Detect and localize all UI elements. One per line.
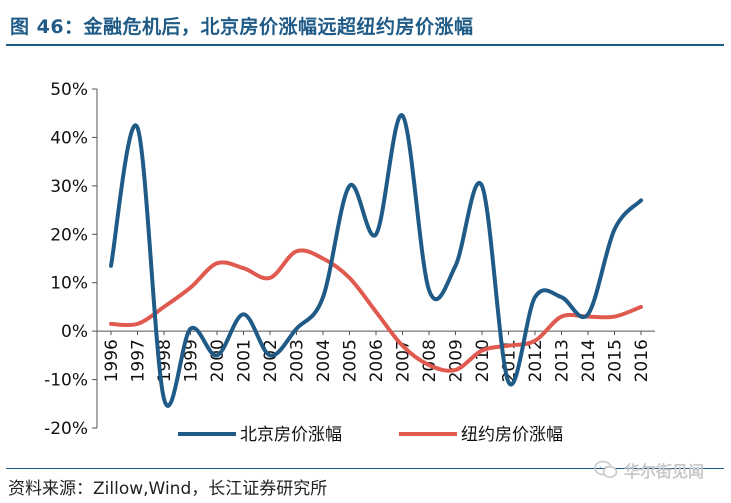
x-tick-label: 2013 <box>553 339 573 382</box>
y-tick-label: 20% <box>50 225 88 245</box>
x-tick-label: 1996 <box>102 339 122 382</box>
x-tick-label: 2006 <box>367 339 387 382</box>
watermark: 华尔街见闻 <box>594 458 704 482</box>
x-tick-label: 2015 <box>606 339 626 382</box>
legend: 北京房价涨幅 纽约房价涨幅 <box>178 425 563 445</box>
y-axis: 50% 40% 30% 20% 10% 0% -10% -20% <box>44 80 98 439</box>
chart-title: 图 46：金融危机后，北京房价涨幅远超纽约房价涨幅 <box>10 16 474 38</box>
wechat-icon <box>594 460 618 478</box>
y-tick-label: 40% <box>50 128 88 148</box>
x-tick-label: 2009 <box>447 339 467 382</box>
series-lines <box>109 113 643 408</box>
y-tick-label: 30% <box>50 177 88 197</box>
x-tick-label: 2012 <box>526 339 546 382</box>
watermark-text: 华尔街见闻 <box>624 462 705 481</box>
y-tick-label: -20% <box>44 419 88 439</box>
y-tick-label: 0% <box>61 322 88 342</box>
legend-label: 纽约房价涨幅 <box>461 425 563 445</box>
x-tick-label: 2005 <box>341 339 361 382</box>
x-tick-label: 1999 <box>182 339 202 382</box>
x-tick-label: 2008 <box>420 339 440 382</box>
y-tick-label: 50% <box>50 80 88 100</box>
x-tick-label: 2001 <box>235 339 255 382</box>
footer-divider <box>6 468 724 469</box>
source-note: 资料来源：Zillow,Wind，长江证券研究所 <box>8 479 328 499</box>
x-tick-label: 2016 <box>632 339 652 382</box>
title-divider <box>6 44 724 46</box>
x-tick-label: 2014 <box>579 339 599 382</box>
line-chart: 50%40%30%20%10%0%-10%-20% 1996 1997 1998 19… <box>44 80 655 445</box>
series-line-0 <box>109 113 643 408</box>
x-tick-label: 2004 <box>314 339 334 382</box>
x-tick-label: 1997 <box>129 339 149 382</box>
y-tick-label: 10% <box>50 274 88 294</box>
x-tick-label: 2003 <box>288 339 308 382</box>
series-line-1 <box>109 248 643 373</box>
legend-label: 北京房价涨幅 <box>240 425 342 445</box>
x-tick-label: 2010 <box>473 339 493 382</box>
y-tick-label: -10% <box>44 371 88 391</box>
